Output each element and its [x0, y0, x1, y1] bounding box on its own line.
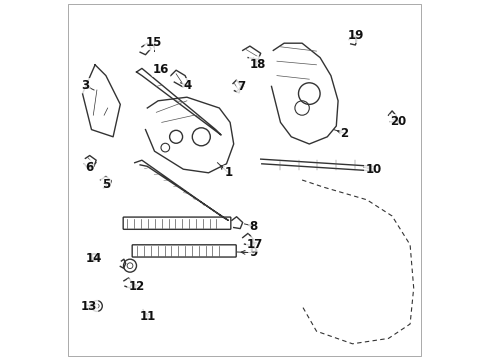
Text: 13: 13	[81, 300, 97, 313]
Text: 15: 15	[145, 36, 162, 49]
Text: 17: 17	[246, 238, 263, 251]
Text: 6: 6	[85, 161, 93, 174]
Text: 2: 2	[340, 127, 348, 140]
Text: 10: 10	[365, 163, 381, 176]
Text: 8: 8	[249, 220, 257, 233]
Text: 12: 12	[128, 280, 144, 293]
Text: 18: 18	[249, 58, 266, 71]
Text: 20: 20	[389, 115, 406, 128]
Text: 5: 5	[102, 178, 110, 191]
Text: 14: 14	[86, 252, 102, 265]
Text: 11: 11	[140, 310, 156, 323]
Text: 7: 7	[237, 80, 245, 93]
Text: 1: 1	[224, 166, 232, 179]
Text: 16: 16	[152, 63, 169, 76]
Text: 3: 3	[81, 79, 89, 92]
Text: 9: 9	[249, 246, 257, 259]
Text: 19: 19	[346, 29, 363, 42]
Text: 4: 4	[183, 79, 191, 92]
